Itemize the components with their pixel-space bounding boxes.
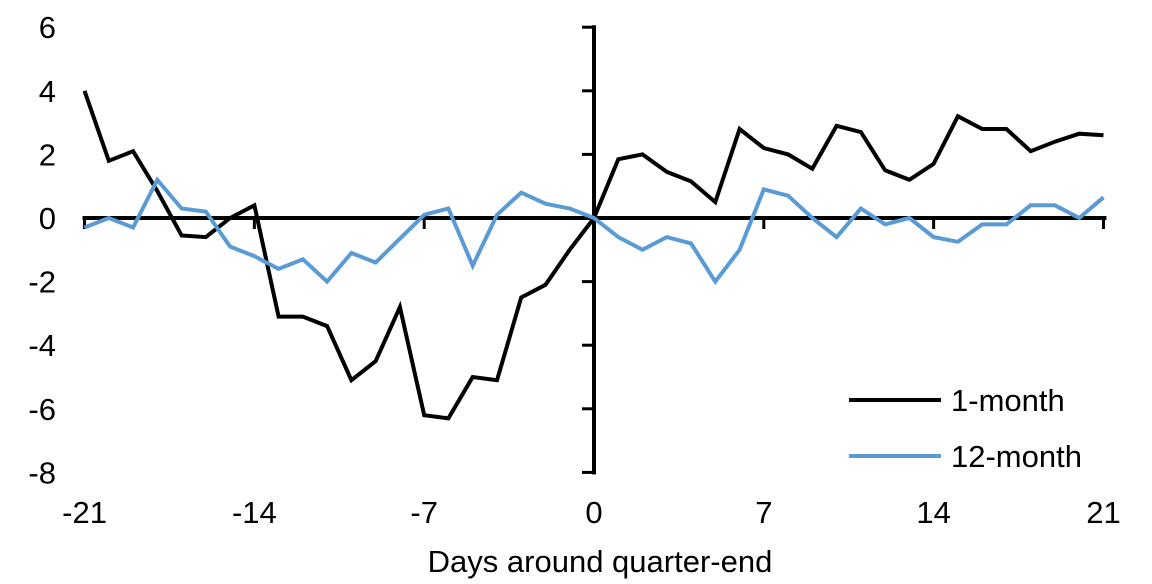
legend-label-12-month: 12-month (951, 439, 1082, 474)
x-tick-label: 0 (585, 495, 602, 530)
y-tick-label: 6 (39, 10, 56, 45)
series-layer (82, 90, 1105, 421)
x-tick-label: 7 (755, 495, 772, 530)
x-tick-label: -14 (232, 495, 277, 530)
series-line-12-month (83, 176, 1105, 286)
x-tick-label: -7 (410, 495, 438, 530)
x-tick-label: 14 (916, 495, 950, 530)
y-tick-label: 4 (39, 74, 56, 109)
x-axis-title: Days around quarter-end (428, 544, 773, 579)
y-tick-label: -8 (28, 455, 56, 490)
x-tick-label: -21 (62, 495, 107, 530)
y-tick-label: 0 (39, 201, 56, 236)
y-tick-label: 2 (39, 137, 56, 172)
y-tick-label: -6 (28, 392, 56, 427)
legend-item-1-month: 1-month (849, 383, 1065, 418)
legend-item-12-month: 12-month (849, 439, 1082, 474)
y-tick-label: -2 (28, 265, 56, 300)
legend: 1-month 12-month (849, 383, 1082, 474)
x-tick-label: 21 (1086, 495, 1120, 530)
axes-layer: -21 -14 -7 0 7 14 21 6 4 2 0 -2 -4 -6 -8 (28, 10, 1120, 530)
legend-label-1-month: 1-month (951, 383, 1065, 418)
y-tick-label: -4 (28, 328, 56, 363)
